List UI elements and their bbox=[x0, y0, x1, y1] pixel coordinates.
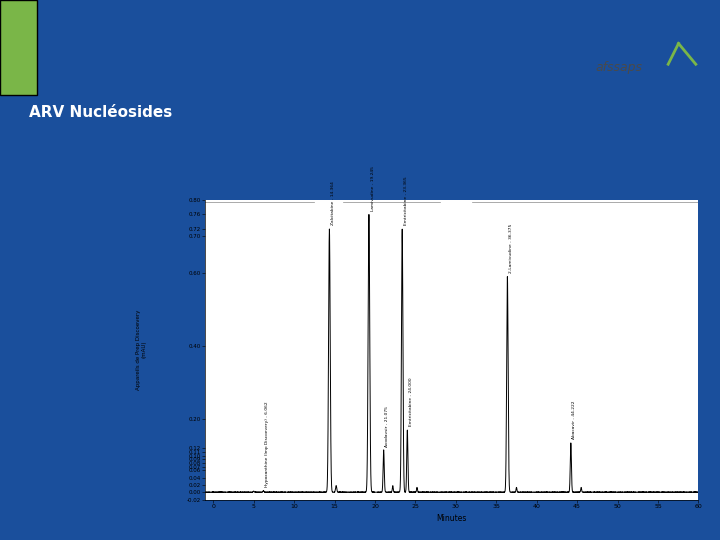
Circle shape bbox=[673, 5, 704, 22]
Text: Les médicaments anti-rétroviraux: Les médicaments anti-rétroviraux bbox=[54, 38, 397, 56]
X-axis label: Minutes: Minutes bbox=[436, 514, 467, 523]
Text: Avodavsir - 21.075: Avodavsir - 21.075 bbox=[385, 406, 390, 447]
Text: ARV Nucléosides: ARV Nucléosides bbox=[29, 105, 172, 119]
Text: Abacavir - 44.222: Abacavir - 44.222 bbox=[572, 401, 577, 439]
Text: Emtricitabine - 24.000: Emtricitabine - 24.000 bbox=[409, 378, 413, 427]
Text: 2-Lamivudine - 36.375: 2-Lamivudine - 36.375 bbox=[509, 224, 513, 273]
FancyBboxPatch shape bbox=[0, 0, 37, 94]
Text: Hypoxanthine (Imp Discoevery) - 6.062: Hypoxanthine (Imp Discoevery) - 6.062 bbox=[265, 401, 269, 487]
Text: afssaps: afssaps bbox=[595, 60, 642, 73]
Text: Zalcitabine - 14.364: Zalcitabine - 14.364 bbox=[331, 181, 335, 225]
Text: Appareils de Prep Discoevery
(mAU): Appareils de Prep Discoevery (mAU) bbox=[135, 309, 146, 390]
Text: Lamivudine - 19.245: Lamivudine - 19.245 bbox=[371, 166, 374, 211]
Text: Emtricitabine - 23.365: Emtricitabine - 23.365 bbox=[404, 177, 408, 225]
